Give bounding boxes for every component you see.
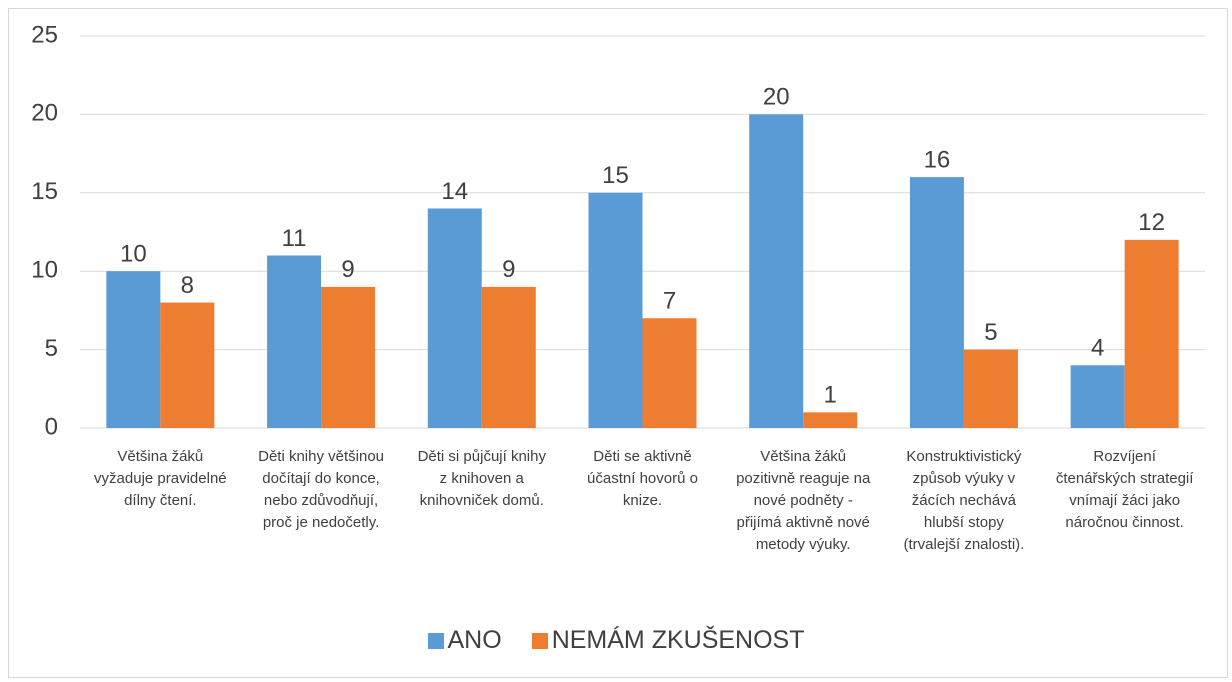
legend-swatch — [531, 632, 548, 649]
bar — [642, 318, 697, 428]
legend-item: NEMÁM ZKUŠENOST — [531, 626, 805, 655]
data-label: 5 — [984, 319, 997, 346]
x-tick-label: Rozvíjení čtenářských strategií vnímají … — [1055, 448, 1194, 531]
data-label: 16 — [924, 146, 951, 173]
data-label: 15 — [602, 162, 629, 189]
data-label: 14 — [441, 178, 468, 205]
data-label: 11 — [282, 225, 307, 252]
x-tick-label: Děti knihy většinou dočítají do konce, n… — [258, 448, 385, 531]
x-tick-label: Většina žáků pozitivně reaguje na nové p… — [736, 448, 871, 553]
legend-swatch — [427, 632, 444, 649]
y-tick-label: 5 — [45, 335, 58, 362]
legend: ANO NEMÁM ZKUŠENOST — [0, 626, 1232, 655]
data-label: 10 — [120, 241, 147, 268]
y-tick-label: 15 — [31, 178, 58, 205]
bar — [321, 286, 376, 428]
data-label: 20 — [763, 84, 790, 111]
data-label: 12 — [1138, 209, 1165, 236]
y-tick-label: 25 — [31, 21, 58, 48]
bar — [481, 286, 536, 428]
y-tick-label: 10 — [31, 257, 58, 284]
bar — [588, 192, 643, 428]
x-tick-label: Většina žáků vyžaduje pravidelné dílny č… — [94, 448, 227, 509]
bar — [160, 302, 215, 428]
chart-frame — [8, 8, 1228, 678]
data-label: 1 — [824, 382, 837, 409]
bar — [803, 412, 858, 428]
bar — [1070, 365, 1125, 428]
bar — [106, 271, 161, 428]
data-label: 9 — [502, 256, 515, 283]
x-tick-label: Děti se aktivně účastní hovorů o knize. — [587, 448, 698, 509]
data-label: 8 — [181, 272, 194, 299]
legend-item: ANO — [427, 626, 502, 655]
x-tick-label: Děti si půjčují knihy z knihoven a kniho… — [417, 448, 546, 509]
data-label: 7 — [663, 288, 676, 315]
legend-label: ANO — [447, 626, 502, 654]
bar — [267, 255, 322, 428]
bar — [963, 349, 1018, 428]
data-label: 4 — [1091, 335, 1104, 362]
bar — [1124, 239, 1179, 428]
y-tick-label: 0 — [45, 413, 58, 440]
bar — [749, 114, 804, 429]
bar — [909, 177, 964, 428]
legend-label: NEMÁM ZKUŠENOST — [551, 626, 805, 654]
x-tick-label: Konstruktivistický způsob výuky v žácích… — [903, 448, 1025, 553]
bar — [427, 208, 482, 428]
data-label: 9 — [341, 256, 354, 283]
y-tick-label: 20 — [31, 100, 58, 127]
